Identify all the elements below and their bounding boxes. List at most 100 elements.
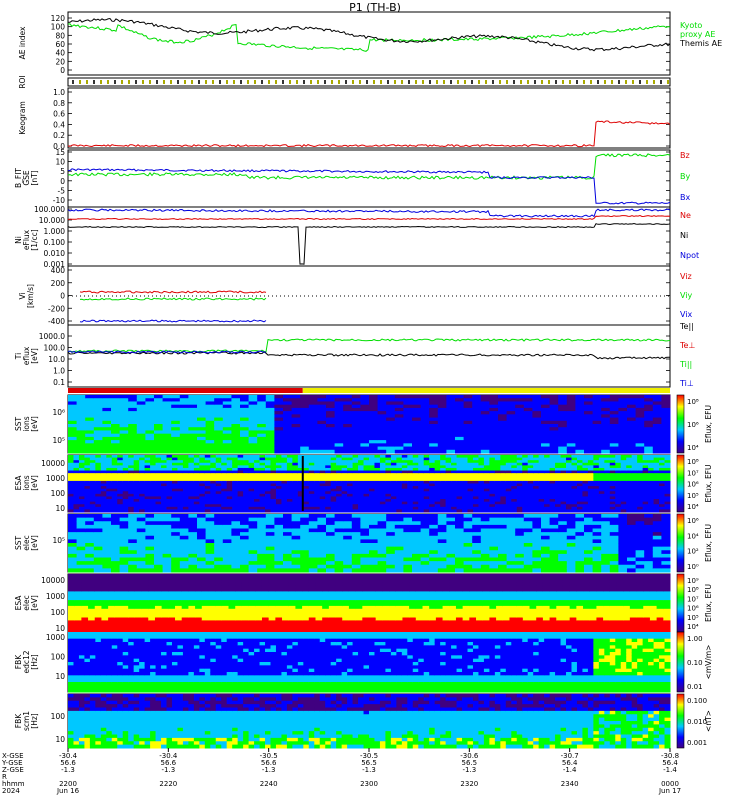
spectro-cell [68, 543, 77, 547]
spectro-cell [455, 424, 464, 428]
spectro-cell [94, 395, 103, 399]
spectro-cell [335, 418, 344, 422]
spectro-cell [94, 514, 103, 518]
spectro-cell [128, 518, 137, 522]
spectro-cell [610, 561, 619, 565]
spectro-cell [653, 421, 662, 425]
spectro-cell [292, 532, 301, 536]
spectro-cell [163, 561, 172, 565]
roi-mark [611, 80, 613, 84]
spectro-cell [266, 565, 275, 569]
spectro-cell [481, 514, 490, 518]
spectro-cell [134, 509, 140, 512]
spectro-cell [446, 568, 455, 572]
spectro-cell [481, 434, 490, 438]
spectro-cell [378, 547, 387, 551]
spectro-cell [601, 543, 610, 547]
spectro-cell [223, 536, 232, 540]
roi-mark [387, 80, 389, 84]
spectro-cell [455, 427, 464, 431]
spectro-cell [489, 558, 498, 562]
spectro-cell [395, 547, 404, 551]
spectro-cell [120, 518, 129, 522]
spectro-cell [403, 405, 412, 409]
spectro-cell [214, 421, 223, 425]
spectro-cell [413, 509, 419, 512]
spectro-cell [231, 529, 240, 533]
spectro-cell [77, 529, 86, 533]
roi-mark [653, 80, 655, 84]
spectro-cell [274, 440, 283, 444]
spectro-cell [188, 405, 197, 409]
spectro-cell [498, 536, 507, 540]
spectro-cell [481, 536, 490, 540]
spectro-cell [343, 547, 352, 551]
spectro-cell [618, 450, 627, 454]
spectro-cell [378, 565, 387, 569]
spectro-cell [412, 547, 421, 551]
spectro-cell [171, 437, 180, 441]
spectro-cell [85, 565, 94, 569]
spectro-cell [343, 561, 352, 565]
spectro-cell [128, 568, 137, 572]
spectro-cell [386, 447, 395, 451]
spectro-cell [550, 509, 556, 512]
spectro-cell [300, 408, 309, 412]
spectro-cell [403, 440, 412, 444]
spectro-cell [644, 550, 653, 554]
spectro-cell [636, 447, 645, 451]
spectro-cell [335, 395, 344, 399]
spectro-cell [145, 565, 154, 569]
spectro-cell [464, 561, 473, 565]
spectro-cell [601, 518, 610, 522]
spectro-cell [128, 558, 137, 562]
spectro-cell [111, 554, 120, 558]
spectro-cell [627, 536, 636, 540]
spectro-cell [266, 447, 275, 451]
spectro-cell [618, 529, 627, 533]
spectro-cell [472, 434, 481, 438]
spectro-cell [79, 509, 85, 512]
spectro-cell [489, 437, 498, 441]
spectro-cell [85, 421, 94, 425]
spectro-cell [395, 430, 404, 434]
spectro-cell [653, 447, 662, 451]
spectro-cell [429, 525, 438, 529]
spectro-cell [421, 398, 430, 402]
spectro-cell [429, 405, 438, 409]
spectro-cell [102, 568, 111, 572]
spectro-cell [575, 568, 584, 572]
roi-mark [667, 80, 669, 84]
spectro-cell [541, 424, 550, 428]
spectro-cell [601, 414, 610, 418]
spectro-cell [177, 509, 183, 512]
spectro-cell [326, 565, 335, 569]
spectro-cell [627, 401, 636, 405]
spectro-cell [171, 421, 180, 425]
spectro-cell [137, 565, 146, 569]
spectro-cell [507, 554, 516, 558]
spectro-cell [550, 437, 559, 441]
spectro-cell [335, 543, 344, 547]
spectro-cell [94, 418, 103, 422]
spectro-cell [292, 543, 301, 547]
spectro-cell [661, 427, 670, 431]
spectro-cell [223, 447, 232, 451]
spectro-cell [541, 547, 550, 551]
spectro-cell [266, 440, 275, 444]
spectro-cell [283, 532, 292, 536]
spectro-cell [653, 414, 662, 418]
spectro-cell [464, 408, 473, 412]
spectro-cell [403, 411, 412, 415]
spectro-cell [206, 434, 215, 438]
spectro-cell [317, 543, 326, 547]
spectro-cell [601, 437, 610, 441]
spectro-cell [231, 539, 240, 543]
spectro-cell [317, 536, 326, 540]
spectro-cell [489, 447, 498, 451]
spectro-cell [507, 536, 516, 540]
spectro-cell [335, 529, 344, 533]
spectro-cell [274, 405, 283, 409]
spectro-cell [300, 554, 309, 558]
spectro-cell [352, 401, 361, 405]
